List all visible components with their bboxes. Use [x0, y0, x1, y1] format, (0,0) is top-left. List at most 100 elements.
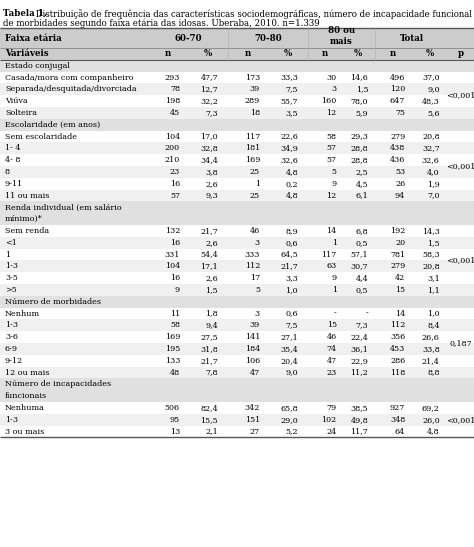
Text: 22,4: 22,4 — [350, 333, 368, 341]
Text: 117: 117 — [321, 251, 337, 259]
Text: 7,5: 7,5 — [285, 321, 298, 329]
Bar — [0, 225, 474, 237]
Text: 34,4: 34,4 — [200, 156, 218, 164]
Text: 1,5: 1,5 — [205, 286, 218, 294]
Text: 4- 8: 4- 8 — [5, 156, 20, 164]
Text: 331: 331 — [164, 251, 180, 259]
Text: de morbidades segundo faixa etária das idosas. Uberaba, 2010. n=1.339: de morbidades segundo faixa etária das i… — [3, 19, 320, 28]
Text: Nenhuma: Nenhuma — [5, 404, 45, 412]
Text: 279: 279 — [390, 132, 405, 141]
Text: 506: 506 — [165, 404, 180, 412]
Text: 47: 47 — [327, 357, 337, 365]
Bar — [0, 166, 474, 178]
Text: 15: 15 — [395, 286, 405, 294]
Text: 55,7: 55,7 — [281, 97, 298, 105]
Text: 34,9: 34,9 — [280, 144, 298, 153]
Bar — [0, 201, 474, 225]
Text: 181: 181 — [245, 144, 260, 153]
Text: 42: 42 — [395, 274, 405, 282]
Text: 38,5: 38,5 — [351, 404, 368, 412]
Text: %: % — [354, 49, 363, 59]
Bar — [0, 28, 474, 48]
Text: 65,8: 65,8 — [281, 404, 298, 412]
Text: 8,9: 8,9 — [285, 227, 298, 235]
Text: 11: 11 — [170, 310, 180, 318]
Bar — [0, 60, 474, 72]
Text: 49,8: 49,8 — [350, 416, 368, 424]
Text: 3-6: 3-6 — [5, 333, 18, 341]
Text: Distribuição de frequência das características sociodemográficas, número de inca: Distribuição de frequência das caracterí… — [33, 9, 474, 19]
Text: 289: 289 — [245, 97, 260, 105]
Text: 1: 1 — [255, 180, 260, 188]
Text: 781: 781 — [390, 251, 405, 259]
Text: 11,7: 11,7 — [350, 428, 368, 435]
Text: 82,4: 82,4 — [200, 404, 218, 412]
Text: 8,8: 8,8 — [427, 369, 440, 376]
Text: 200: 200 — [165, 144, 180, 153]
Text: 1: 1 — [332, 286, 337, 294]
Text: 1: 1 — [5, 251, 10, 259]
Text: 8,4: 8,4 — [427, 321, 440, 329]
Text: 46: 46 — [250, 227, 260, 235]
Text: 32,7: 32,7 — [422, 144, 440, 153]
Bar — [0, 72, 474, 84]
Text: 80 ou
mais: 80 ou mais — [328, 26, 355, 46]
Bar — [0, 131, 474, 142]
Bar — [0, 402, 474, 414]
Text: <0,001: <0,001 — [447, 91, 474, 99]
Text: 927: 927 — [390, 404, 405, 412]
Text: 15,5: 15,5 — [201, 416, 218, 424]
Text: 9,3: 9,3 — [205, 191, 218, 200]
Bar — [0, 107, 474, 119]
Text: 9: 9 — [332, 274, 337, 282]
Text: 9,4: 9,4 — [205, 321, 218, 329]
Text: 23: 23 — [327, 369, 337, 376]
Text: 14: 14 — [395, 310, 405, 318]
Text: 74: 74 — [327, 345, 337, 353]
Text: 20,4: 20,4 — [280, 357, 298, 365]
Text: 1-3: 1-3 — [5, 416, 18, 424]
Bar — [0, 48, 474, 60]
Text: 133: 133 — [164, 357, 180, 365]
Text: 5,6: 5,6 — [427, 109, 440, 117]
Text: 20: 20 — [395, 238, 405, 247]
Text: 75: 75 — [395, 109, 405, 117]
Text: 6-9: 6-9 — [5, 345, 18, 353]
Text: 21,7: 21,7 — [280, 263, 298, 270]
Text: 63: 63 — [327, 263, 337, 270]
Text: 16: 16 — [170, 238, 180, 247]
Text: 9-12: 9-12 — [5, 357, 23, 365]
Text: 21,7: 21,7 — [200, 357, 218, 365]
Text: 7,3: 7,3 — [205, 109, 218, 117]
Text: 29,0: 29,0 — [280, 416, 298, 424]
Text: 169: 169 — [245, 156, 260, 164]
Bar — [0, 355, 474, 366]
Bar — [0, 249, 474, 260]
Text: 120: 120 — [390, 85, 405, 94]
Text: 94: 94 — [395, 191, 405, 200]
Text: 333: 333 — [245, 251, 260, 259]
Text: 3-5: 3-5 — [5, 274, 18, 282]
Text: 4,0: 4,0 — [427, 168, 440, 176]
Text: 57,1: 57,1 — [351, 251, 368, 259]
Text: Nenhum: Nenhum — [5, 310, 40, 318]
Text: 37,0: 37,0 — [422, 73, 440, 82]
Text: 6,1: 6,1 — [356, 191, 368, 200]
Text: 39: 39 — [250, 85, 260, 94]
Bar — [0, 178, 474, 190]
Bar — [0, 272, 474, 284]
Text: 20,8: 20,8 — [422, 132, 440, 141]
Text: 14,6: 14,6 — [350, 73, 368, 82]
Text: -: - — [365, 310, 368, 318]
Text: 95: 95 — [170, 416, 180, 424]
Text: Variáveis: Variáveis — [5, 49, 49, 59]
Text: mínimo)*: mínimo)* — [5, 215, 43, 223]
Text: 1,0: 1,0 — [285, 286, 298, 294]
Text: 25: 25 — [250, 191, 260, 200]
Bar — [0, 284, 474, 296]
Text: 12: 12 — [327, 109, 337, 117]
Text: 9,0: 9,0 — [285, 369, 298, 376]
Text: 356: 356 — [390, 333, 405, 341]
Text: 16: 16 — [170, 274, 180, 282]
Text: 25: 25 — [250, 168, 260, 176]
